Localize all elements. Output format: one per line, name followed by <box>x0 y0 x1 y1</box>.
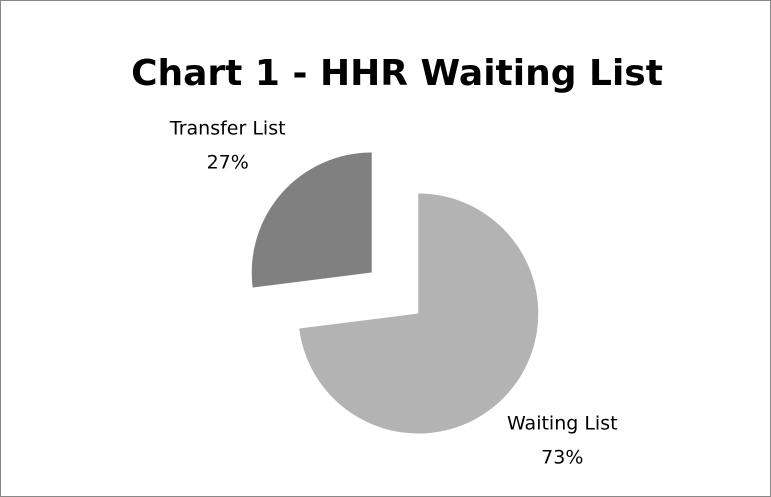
category-label: Transfer List <box>169 117 286 139</box>
slice-label: Transfer List 27% <box>169 117 286 173</box>
pie-slice <box>299 193 539 434</box>
value-label: 73% <box>541 446 583 468</box>
pie-slice <box>251 152 372 288</box>
value-label: 27% <box>207 151 249 173</box>
slice-label: Waiting List 73% <box>507 412 618 468</box>
chart-title: Chart 1 - HHR Waiting List <box>131 53 663 94</box>
category-label: Waiting List <box>507 412 618 434</box>
